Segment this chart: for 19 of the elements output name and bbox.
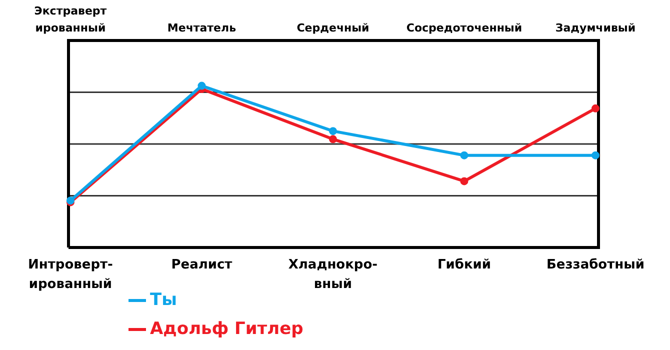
legend-label: Адольф Гитлер [150,319,304,339]
x-tick-label: Реалист [171,258,233,272]
text: Экстраверт ированный [34,4,108,34]
point [591,151,600,160]
text: Сердечный [296,22,370,34]
text: Задумчивый [555,22,636,34]
legend-label: Ты [150,290,177,310]
point [460,177,468,186]
x-tick-label: Гибкий [437,258,491,272]
x-tick-label: Хладнокро- вный [288,258,378,292]
point [460,151,468,160]
text: Сосредоточенный [406,22,522,34]
point [591,104,600,112]
text: Мечтатель [167,22,236,34]
x-tick-label: Интроверт- ированный [28,258,113,292]
x-tick-label: Беззаботный [546,258,644,272]
point [328,135,337,144]
point [328,127,337,136]
point [198,82,206,90]
